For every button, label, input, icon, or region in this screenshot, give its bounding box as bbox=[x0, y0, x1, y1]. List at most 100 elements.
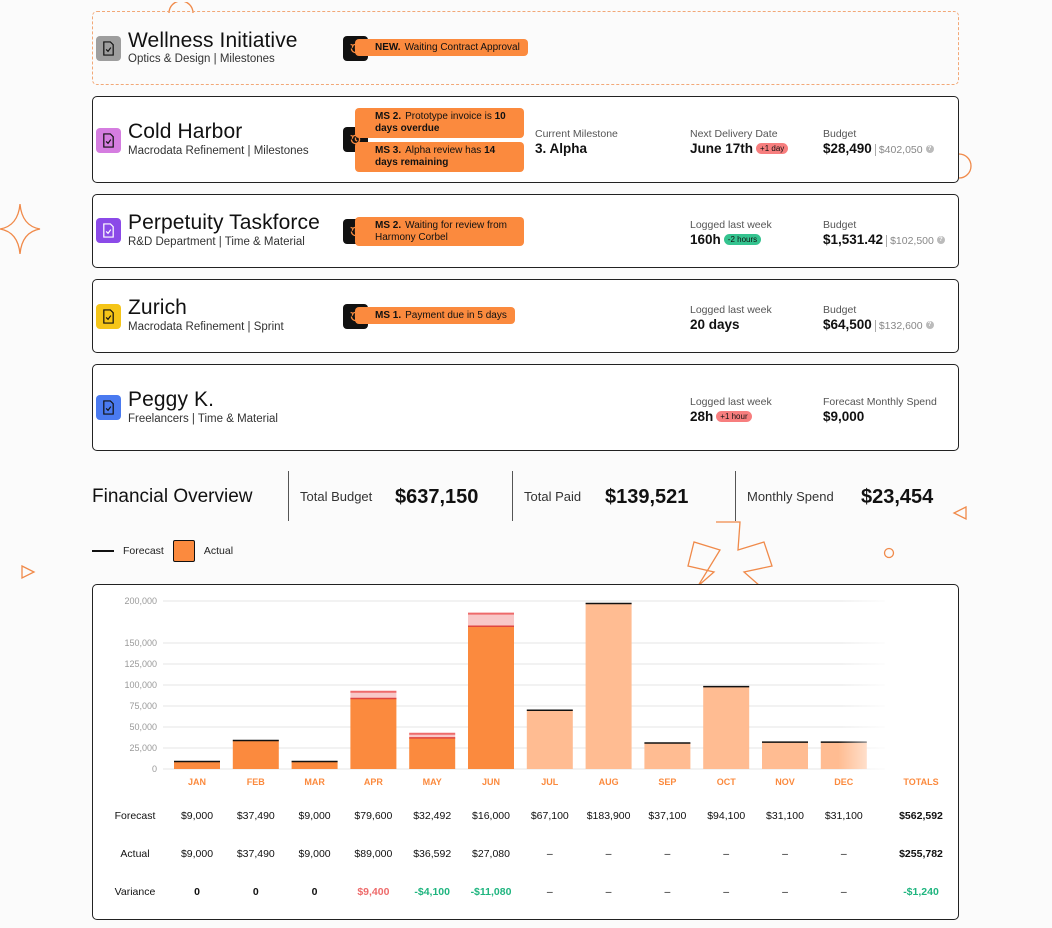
x-tick-label: JUN bbox=[482, 777, 500, 787]
budget-label: Budget bbox=[823, 128, 857, 140]
table-cell: – bbox=[840, 848, 847, 860]
project-subtitle: Macrodata Refinement | Sprint bbox=[128, 321, 284, 333]
total-paid-label: Total Paid bbox=[524, 489, 582, 504]
table-cell: – bbox=[605, 848, 612, 860]
table-cell: $9,000 bbox=[298, 810, 331, 822]
table-cell: $67,100 bbox=[530, 810, 569, 822]
alert-badge: NEW. Waiting Contract Approval bbox=[355, 39, 528, 56]
table-cell: – bbox=[546, 848, 553, 860]
document-check-icon bbox=[96, 36, 121, 61]
table-cell: $9,000 bbox=[180, 848, 214, 860]
project-name: Cold Harbor bbox=[128, 120, 243, 143]
table-row-label: Actual bbox=[120, 848, 150, 860]
budget-spent: $1,531.42 bbox=[823, 232, 884, 247]
project-card-peggy[interactable]: Peggy K. Freelancers | Time & Material L… bbox=[92, 364, 959, 451]
y-tick-label: 200,000 bbox=[124, 596, 157, 606]
document-check-icon bbox=[96, 128, 121, 153]
alert-tag: MS 1. bbox=[375, 309, 402, 321]
y-tick-label: 125,000 bbox=[124, 659, 157, 669]
alert-text-bold: 10 days overdue bbox=[375, 111, 506, 134]
project-subtitle: R&D Department | Time & Material bbox=[128, 236, 305, 248]
alert-tag: MS 3. bbox=[375, 145, 402, 156]
project-subtitle: Freelancers | Time & Material bbox=[128, 413, 278, 425]
y-tick-label: 25,000 bbox=[129, 743, 157, 753]
dot-decoration bbox=[883, 547, 895, 559]
table-cell: $94,100 bbox=[707, 810, 746, 822]
project-subtitle: Macrodata Refinement | Milestones bbox=[128, 145, 309, 157]
forecast-bar bbox=[762, 742, 808, 769]
monthly-spend-label: Monthly Spend bbox=[747, 489, 834, 504]
triangle-decoration bbox=[21, 564, 36, 580]
delay-pill: +1 day bbox=[756, 143, 789, 154]
project-card-wellness[interactable]: Wellness Initiative Optics & Design | Mi… bbox=[92, 11, 959, 85]
hours-delta-pill: -2 hours bbox=[723, 234, 762, 245]
actual-legend-swatch bbox=[172, 540, 195, 562]
alert-tag: MS 2. bbox=[375, 111, 402, 122]
y-tick-label: 75,000 bbox=[129, 701, 157, 711]
forecast-bar bbox=[526, 710, 573, 769]
logged-value: 28h +1 hour bbox=[690, 409, 752, 424]
budget-label: Budget bbox=[823, 219, 857, 231]
alert-tag: MS 2. bbox=[375, 220, 402, 231]
logged-label: Logged last week bbox=[690, 219, 772, 231]
alert-text: Alpha review has bbox=[405, 145, 482, 156]
financial-chart-card: 200,000 150,000 125,000 100,000 75,000 50,000… bbox=[92, 584, 959, 920]
triangle-decoration bbox=[952, 505, 967, 521]
y-tick-label: 0 bbox=[152, 764, 157, 774]
document-check-icon bbox=[96, 218, 121, 243]
project-name: Perpetuity Taskforce bbox=[128, 211, 320, 234]
table-cell: 0 bbox=[252, 886, 259, 898]
divider bbox=[288, 471, 289, 521]
info-icon[interactable]: ? bbox=[936, 236, 945, 245]
x-tick-label: MAY bbox=[423, 777, 442, 787]
logged-value: 160h -2 hours bbox=[690, 232, 762, 247]
table-cell: $89,000 bbox=[354, 848, 393, 860]
table-total-cell: -$1,240 bbox=[903, 886, 939, 898]
actual-bar bbox=[468, 626, 514, 769]
x-tick-label: OCT bbox=[717, 777, 737, 787]
alert-text-bold: 14 days remaining bbox=[375, 145, 496, 168]
project-card-perpetuity[interactable]: Perpetuity Taskforce R&D Department | Ti… bbox=[92, 194, 959, 268]
project-card-zurich[interactable]: Zurich Macrodata Refinement | Sprint MS … bbox=[92, 279, 959, 353]
hours-delta-pill: +1 hour bbox=[716, 411, 752, 422]
total-budget-label: Total Budget bbox=[300, 489, 373, 504]
project-card-cold-harbor[interactable]: Cold Harbor Macrodata Refinement | Miles… bbox=[92, 96, 959, 183]
budget-spent: $28,490 bbox=[823, 141, 872, 156]
alert-text: Waiting Contract Approval bbox=[404, 41, 520, 53]
x-tick-label: JUL bbox=[541, 777, 559, 787]
x-tick-label: MAR bbox=[304, 777, 325, 787]
actual-bar bbox=[291, 761, 338, 769]
table-cell: $9,400 bbox=[357, 886, 390, 898]
logged-hours: 28h bbox=[690, 409, 714, 424]
document-check-icon bbox=[96, 304, 121, 329]
monthly-spend-value: $23,454 bbox=[861, 486, 934, 508]
table-cell: – bbox=[782, 848, 788, 860]
table-cell: – bbox=[664, 886, 671, 898]
info-icon[interactable]: ? bbox=[925, 321, 934, 330]
sparkle-decoration bbox=[0, 203, 41, 255]
table-row-label: Forecast bbox=[114, 810, 156, 822]
alert-badge: MS 1. Payment due in 5 days bbox=[355, 307, 515, 324]
budget-value: $64,500 $132,600? bbox=[823, 317, 934, 332]
divider bbox=[512, 471, 513, 521]
next-delivery-label: Next Delivery Date bbox=[690, 128, 778, 140]
info-icon[interactable]: ? bbox=[925, 145, 934, 154]
totals-header: TOTALS bbox=[903, 777, 938, 787]
table-cell: -$11,080 bbox=[470, 886, 512, 898]
table-cell: 0 bbox=[194, 886, 200, 898]
budget-label: Budget bbox=[823, 304, 857, 316]
table-cell: – bbox=[840, 886, 847, 898]
x-tick-label: SEP bbox=[658, 777, 676, 787]
current-milestone-label: Current Milestone bbox=[535, 128, 618, 140]
alert-badge: MS 2. Prototype invoice is 10 days overdu… bbox=[355, 108, 524, 138]
forecast-spend-label: Forecast Monthly Spend bbox=[823, 396, 937, 408]
divider bbox=[735, 471, 736, 521]
table-cell: $37,490 bbox=[236, 848, 275, 860]
document-check-icon bbox=[96, 395, 121, 420]
table-cell: – bbox=[546, 886, 553, 898]
x-tick-label: DEC bbox=[834, 777, 854, 787]
forecast-bar bbox=[585, 603, 632, 769]
table-row-label: Variance bbox=[114, 886, 156, 898]
y-tick-label: 150,000 bbox=[124, 638, 157, 648]
table-cell: $32,492 bbox=[413, 810, 452, 822]
